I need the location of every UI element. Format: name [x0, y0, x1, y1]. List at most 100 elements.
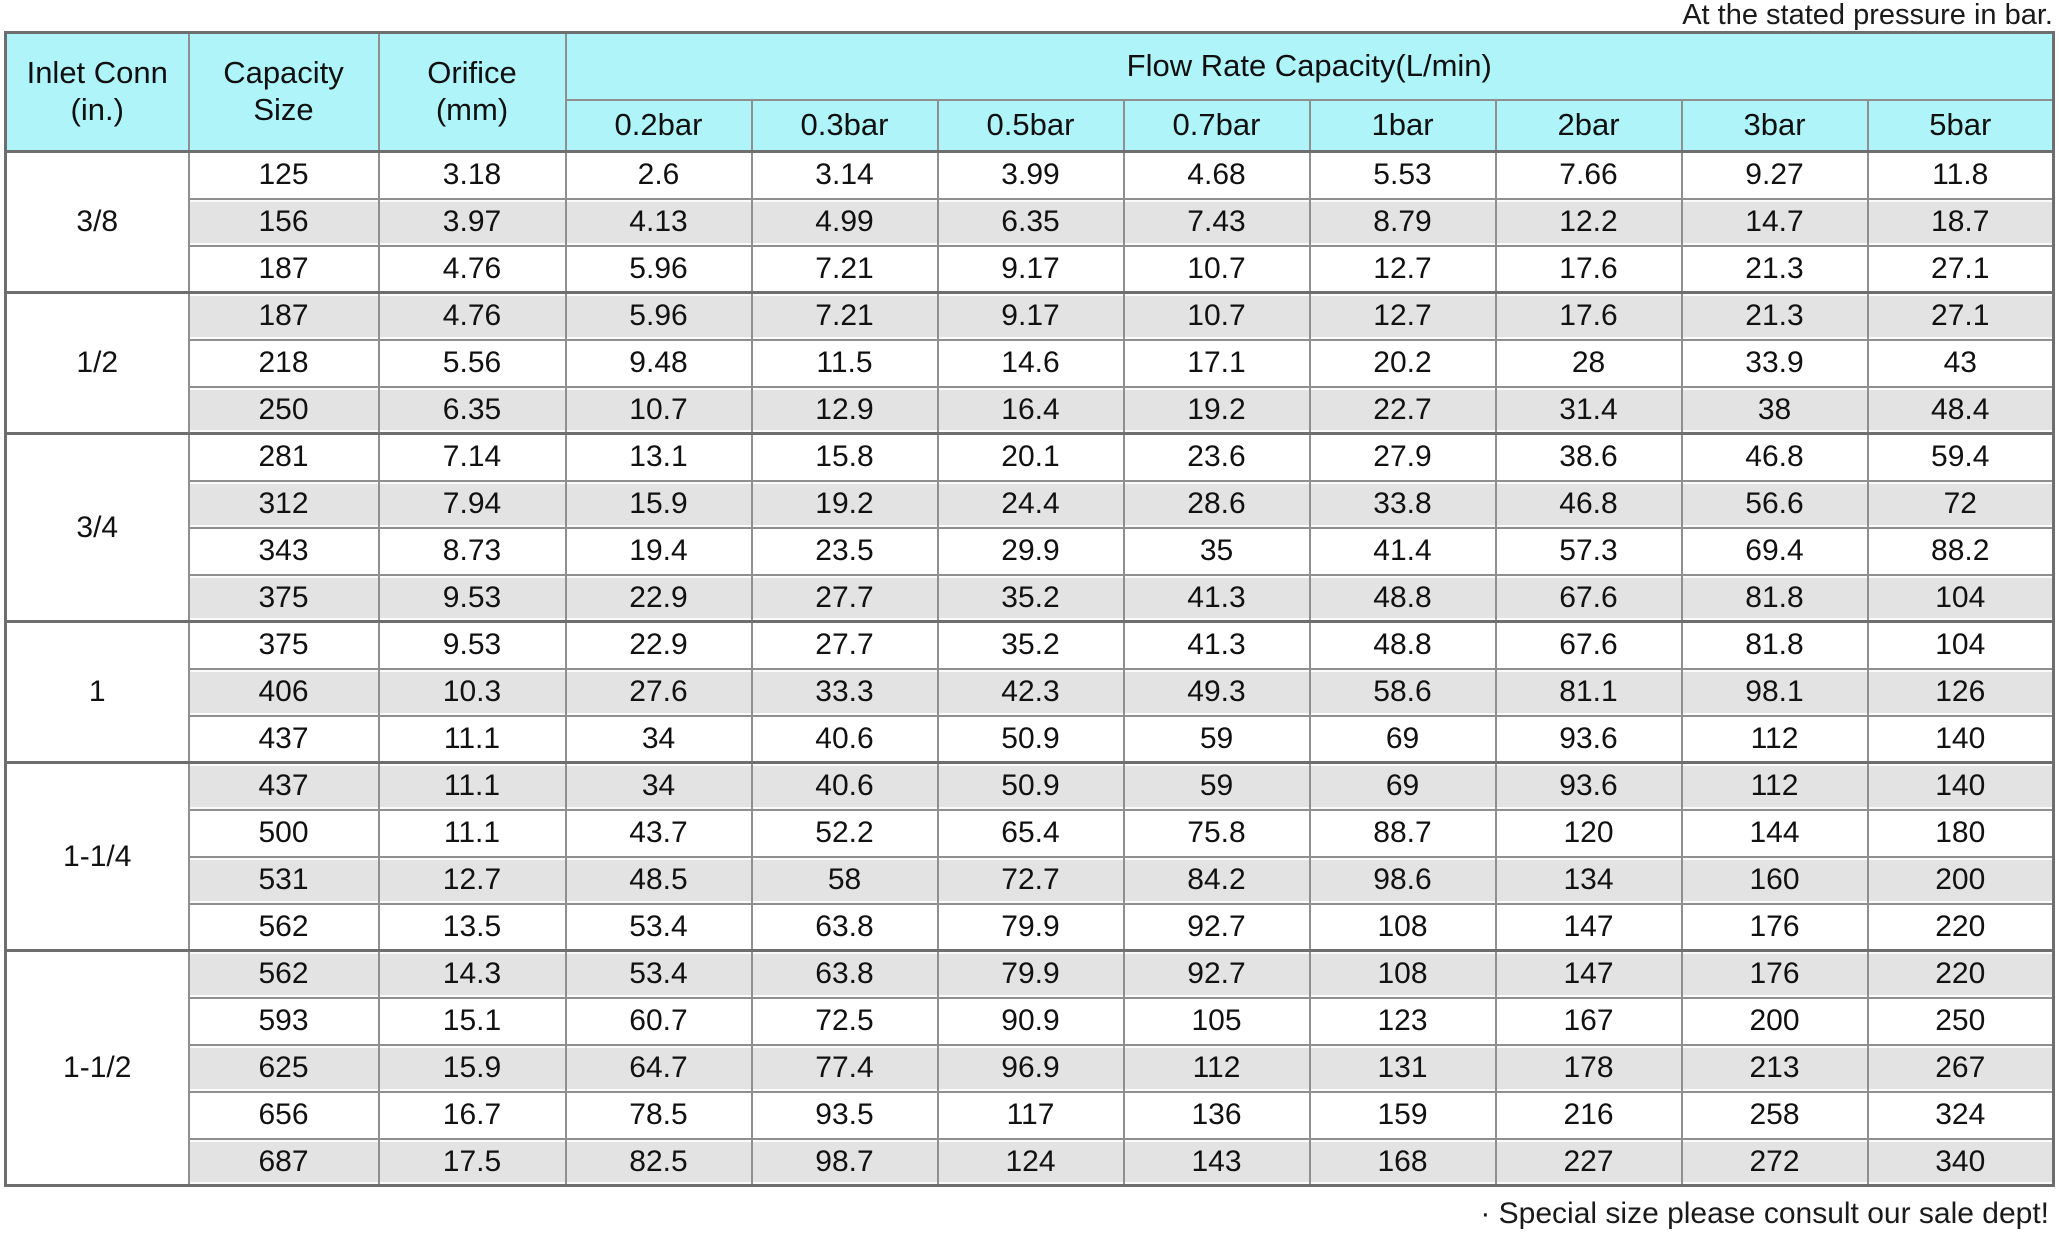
flow-value-cell: 33.9: [1680, 338, 1869, 388]
flow-value-cell: 3.99: [936, 150, 1125, 200]
flow-value-cell: 27.6: [564, 667, 753, 717]
table-row: 687 17.5 82.5 98.7 124 143 168 227 272 340: [6, 1137, 2055, 1187]
orifice-cell: 9.53: [377, 620, 567, 670]
flow-rate-table: Inlet Conn (in.) Capacity Size Orifice (…: [4, 31, 2055, 1187]
orifice-cell: 7.14: [377, 432, 567, 482]
flow-value-cell: 28: [1494, 338, 1683, 388]
flow-value-cell: 340: [1866, 1137, 2055, 1187]
flow-value-cell: 16.4: [936, 385, 1125, 435]
header-inlet-conn-label: Inlet Conn (in.): [26, 55, 168, 127]
flow-value-cell: 250: [1866, 996, 2055, 1046]
header-capacity-size-label: Capacity Size: [223, 55, 344, 127]
orifice-cell: 15.9: [377, 1043, 567, 1093]
flow-value-cell: 93.5: [750, 1090, 939, 1140]
flow-value-cell: 33.8: [1308, 479, 1497, 529]
flow-value-cell: 120: [1494, 808, 1683, 858]
flow-value-cell: 24.4: [936, 479, 1125, 529]
flow-value-cell: 17.6: [1494, 244, 1683, 294]
flow-value-cell: 69.4: [1680, 526, 1869, 576]
flow-value-cell: 22.9: [564, 620, 753, 670]
capacity-cell: 187: [187, 244, 380, 294]
flow-value-cell: 104: [1866, 620, 2055, 670]
capacity-cell: 250: [187, 385, 380, 435]
header-row-main: Inlet Conn (in.) Capacity Size Orifice (…: [4, 31, 2055, 153]
flow-value-cell: 14.6: [936, 338, 1125, 388]
header-orifice-label: Orifice (mm): [427, 55, 517, 127]
flow-value-cell: 35: [1122, 526, 1311, 576]
flow-value-cell: 81.1: [1494, 667, 1683, 717]
flow-value-cell: 46.8: [1680, 432, 1869, 482]
header-capacity-size: Capacity Size: [187, 31, 380, 153]
capacity-cell: 312: [187, 479, 380, 529]
flow-value-cell: 19.2: [750, 479, 939, 529]
orifice-cell: 7.94: [377, 479, 567, 529]
flow-value-cell: 31.4: [1494, 385, 1683, 435]
flow-value-cell: 59: [1122, 714, 1311, 764]
flow-value-cell: 3.14: [750, 150, 939, 200]
flow-value-cell: 258: [1680, 1090, 1869, 1140]
flow-value-cell: 5.53: [1308, 150, 1497, 200]
orifice-cell: 4.76: [377, 291, 567, 341]
capacity-cell: 531: [187, 855, 380, 905]
flow-value-cell: 29.9: [936, 526, 1125, 576]
table-row: 156 3.97 4.13 4.99 6.35 7.43 8.79 12.2 14.7 18.7: [6, 197, 2055, 247]
flow-value-cell: 112: [1680, 761, 1869, 811]
flow-value-cell: 140: [1866, 761, 2055, 811]
flow-value-cell: 38.6: [1494, 432, 1683, 482]
capacity-cell: 375: [187, 620, 380, 670]
header-inlet-conn: Inlet Conn (in.): [4, 31, 190, 153]
orifice-cell: 12.7: [377, 855, 567, 905]
flow-value-cell: 147: [1494, 902, 1683, 952]
flow-value-cell: 9.48: [564, 338, 753, 388]
flow-value-cell: 126: [1866, 667, 2055, 717]
header-orifice: Orifice (mm): [377, 31, 567, 153]
flow-value-cell: 13.1: [564, 432, 753, 482]
capacity-cell: 500: [187, 808, 380, 858]
flow-value-cell: 41.3: [1122, 573, 1311, 623]
flow-value-cell: 84.2: [1122, 855, 1311, 905]
capacity-cell: 406: [187, 667, 380, 717]
flow-value-cell: 81.8: [1680, 573, 1869, 623]
flow-value-cell: 20.2: [1308, 338, 1497, 388]
table-row: 1-1/2 562 14.3 53.4 63.8 79.9 92.7 108 147 176 220: [4, 949, 2055, 1187]
flow-value-cell: 23.5: [750, 526, 939, 576]
flow-value-cell: 112: [1680, 714, 1869, 764]
pressure-header: 1bar: [1308, 98, 1497, 153]
flow-value-cell: 48.4: [1866, 385, 2055, 435]
flow-value-cell: 67.6: [1494, 573, 1683, 623]
orifice-cell: 11.1: [377, 714, 567, 764]
pressure-header: 0.7bar: [1122, 98, 1311, 153]
table-row: 312 7.94 15.9 19.2 24.4 28.6 33.8 46.8 56.6 72: [6, 479, 2055, 529]
table-row: 406 10.3 27.6 33.3 42.3 49.3 58.6 81.1 98.1 126: [6, 667, 2055, 717]
orifice-cell: 3.18: [377, 150, 567, 200]
flow-value-cell: 2.6: [564, 150, 753, 200]
inlet-group-cell: 1/2: [4, 291, 190, 435]
header-flow-rate-capacity: Flow Rate Capacity(L/min): [564, 31, 2055, 101]
flow-value-cell: 10.7: [1122, 244, 1311, 294]
flow-value-cell: 18.7: [1866, 197, 2055, 247]
pressure-header: 3bar: [1680, 98, 1869, 153]
flow-value-cell: 324: [1866, 1090, 2055, 1140]
table-row: 343 8.73 19.4 23.5 29.9 35 41.4 57.3 69.4 88.2: [6, 526, 2055, 576]
flow-value-cell: 20.1: [936, 432, 1125, 482]
flow-value-cell: 96.9: [936, 1043, 1125, 1093]
pressure-header-row: 0.2bar 0.3bar 0.5bar 0.7bar 1bar 2bar 3bar 5bar: [6, 98, 2055, 153]
flow-value-cell: 7.21: [750, 291, 939, 341]
flow-value-cell: 19.4: [564, 526, 753, 576]
capacity-cell: 593: [187, 996, 380, 1046]
table-row: 3/4 281 7.14 13.1 15.8 20.1 23.6 27.9 38.6 46.8 59…: [4, 432, 2055, 623]
flow-value-cell: 15.8: [750, 432, 939, 482]
orifice-cell: 14.3: [377, 949, 567, 999]
flow-value-cell: 21.3: [1680, 291, 1869, 341]
flow-value-cell: 7.21: [750, 244, 939, 294]
flow-value-cell: 48.5: [564, 855, 753, 905]
orifice-cell: 8.73: [377, 526, 567, 576]
flow-value-cell: 7.66: [1494, 150, 1683, 200]
orifice-cell: 10.3: [377, 667, 567, 717]
flow-value-cell: 9.27: [1680, 150, 1869, 200]
table-row: 500 11.1 43.7 52.2 65.4 75.8 88.7 120 144 180: [6, 808, 2055, 858]
flow-value-cell: 59.4: [1866, 432, 2055, 482]
flow-value-cell: 27.9: [1308, 432, 1497, 482]
flow-value-cell: 147: [1494, 949, 1683, 999]
flow-value-cell: 43.7: [564, 808, 753, 858]
